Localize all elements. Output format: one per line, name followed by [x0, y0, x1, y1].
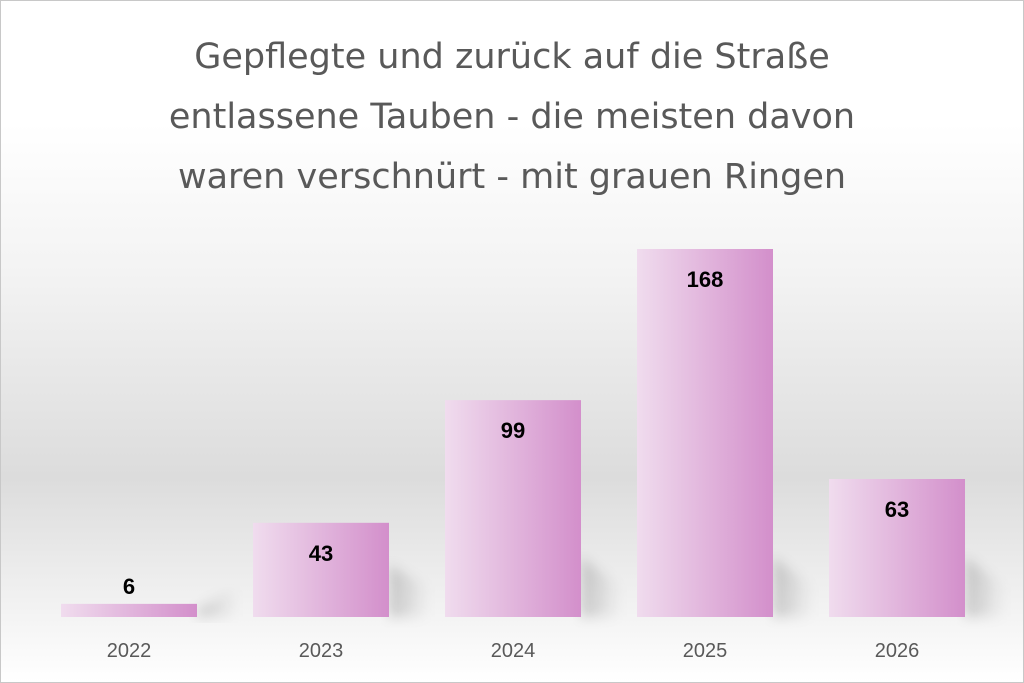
category-labels: 2022 2023 2024 2025 2026 [107, 640, 920, 662]
bar-shadow [581, 557, 621, 617]
data-label-2022: 6 [123, 574, 135, 599]
bar-2024 [445, 400, 581, 617]
data-label-2026: 63 [885, 497, 909, 522]
chart-title-line-3: waren verschnürt - mit grauen Ringen [177, 157, 847, 197]
bars [61, 249, 965, 617]
data-label-2023: 43 [309, 541, 333, 566]
bar-shadow [965, 557, 1005, 617]
data-labels: 6 43 99 168 63 [123, 267, 909, 599]
chart-title-line-2: entlassene Tauben - die meisten davon [168, 97, 856, 137]
bar-shadow [773, 557, 813, 617]
bar-shadow [389, 565, 429, 617]
category-label-2022: 2022 [107, 640, 152, 662]
bar-2025 [637, 249, 773, 617]
bar-2022 [61, 603, 197, 617]
chart-title: Gepflegte und zurück auf die Straße entl… [1, 27, 1023, 207]
category-label-2025: 2025 [683, 640, 728, 662]
category-label-2026: 2026 [875, 640, 920, 662]
bar-2023 [253, 522, 389, 617]
bar-shadows [197, 557, 1005, 617]
category-label-2023: 2023 [299, 640, 344, 662]
data-label-2024: 99 [501, 418, 525, 443]
data-label-2025: 168 [687, 267, 724, 292]
bar-2026 [829, 479, 965, 617]
category-label-2024: 2024 [491, 640, 536, 662]
bar-shadow [197, 587, 237, 617]
chart-title-line-1: Gepflegte und zurück auf die Straße [194, 37, 830, 77]
